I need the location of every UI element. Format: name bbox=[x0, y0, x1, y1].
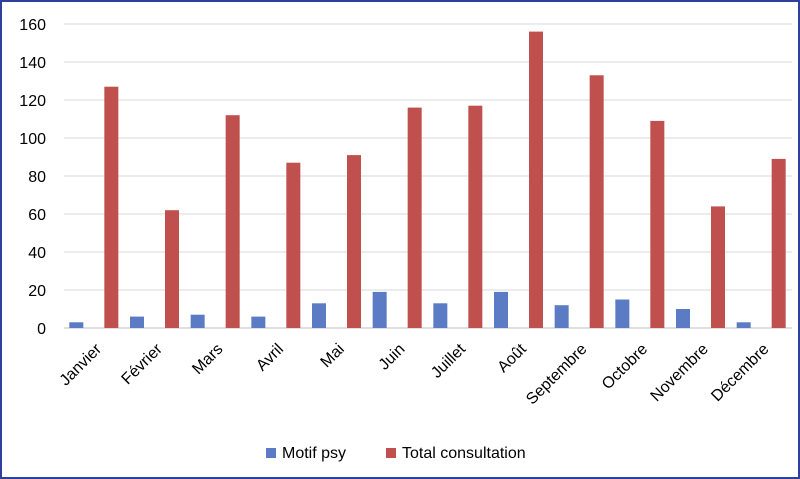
x-tick-label: Octobre bbox=[599, 341, 651, 393]
bar-motif-psy bbox=[251, 316, 266, 328]
bar-motif-psy bbox=[433, 303, 448, 328]
bars bbox=[69, 31, 786, 329]
bar-total-consultation bbox=[468, 105, 483, 328]
bar-total-consultation bbox=[529, 31, 543, 328]
bar-total-consultation bbox=[225, 115, 240, 328]
legend-label: Total consultation bbox=[402, 445, 526, 462]
x-tick-label: Décembre bbox=[708, 341, 772, 405]
legend-motif-psy: Motif psy bbox=[266, 445, 346, 462]
bar-total-consultation bbox=[104, 86, 119, 328]
x-tick-label: Juillet bbox=[428, 340, 469, 381]
x-tick-label: Novembre bbox=[648, 341, 712, 405]
bar-total-consultation bbox=[771, 158, 786, 328]
y-tick-label: 160 bbox=[19, 17, 46, 34]
y-axis-ticks: 0 20 40 60 80 100 120 140 160 bbox=[19, 17, 46, 338]
x-tick-label: Février bbox=[119, 340, 167, 388]
bar-motif-psy bbox=[494, 291, 508, 328]
y-tick-label: 80 bbox=[28, 169, 46, 186]
x-tick-label: Janvier bbox=[57, 340, 106, 389]
bar-motif-psy bbox=[190, 314, 205, 328]
x-tick-label: Mars bbox=[189, 341, 226, 378]
x-axis-ticks: Janvier Février Mars Avril Mai Juin Juillet Aoû… bbox=[57, 340, 773, 408]
bar-motif-psy bbox=[736, 322, 751, 328]
x-tick-label: Juin bbox=[376, 341, 409, 374]
bar-total-consultation bbox=[407, 107, 422, 328]
bar-motif-psy bbox=[312, 303, 326, 328]
gridlines bbox=[64, 23, 792, 329]
x-tick-label: Août bbox=[495, 340, 531, 376]
bar-motif-psy bbox=[676, 309, 690, 328]
bar-total-consultation bbox=[589, 75, 604, 328]
y-tick-label: 140 bbox=[19, 55, 46, 72]
y-tick-label: 120 bbox=[19, 93, 46, 110]
legend: Motif psy Total consultation bbox=[266, 445, 526, 462]
y-tick-label: 0 bbox=[37, 321, 46, 338]
legend-label: Motif psy bbox=[282, 445, 346, 462]
legend-swatch bbox=[386, 448, 396, 458]
y-tick-label: 60 bbox=[28, 207, 46, 224]
y-tick-label: 20 bbox=[28, 283, 46, 300]
bar-total-consultation bbox=[286, 162, 301, 328]
bar-motif-psy bbox=[615, 299, 630, 328]
bar-motif-psy bbox=[69, 322, 84, 328]
bar-motif-psy bbox=[372, 291, 387, 328]
x-tick-label: Septembre bbox=[523, 341, 590, 408]
bar-total-consultation bbox=[711, 206, 725, 328]
y-tick-label: 40 bbox=[28, 245, 46, 262]
bar-total-consultation bbox=[165, 210, 179, 328]
x-tick-label: Mai bbox=[318, 341, 348, 371]
x-tick-label: Avril bbox=[253, 341, 287, 375]
bar-total-consultation bbox=[347, 155, 361, 328]
bar-motif-psy bbox=[130, 316, 144, 328]
y-tick-label: 100 bbox=[19, 131, 46, 148]
bar-total-consultation bbox=[650, 120, 665, 329]
legend-total-consultation: Total consultation bbox=[386, 445, 526, 462]
bar-motif-psy bbox=[554, 305, 569, 328]
legend-swatch bbox=[266, 448, 276, 458]
